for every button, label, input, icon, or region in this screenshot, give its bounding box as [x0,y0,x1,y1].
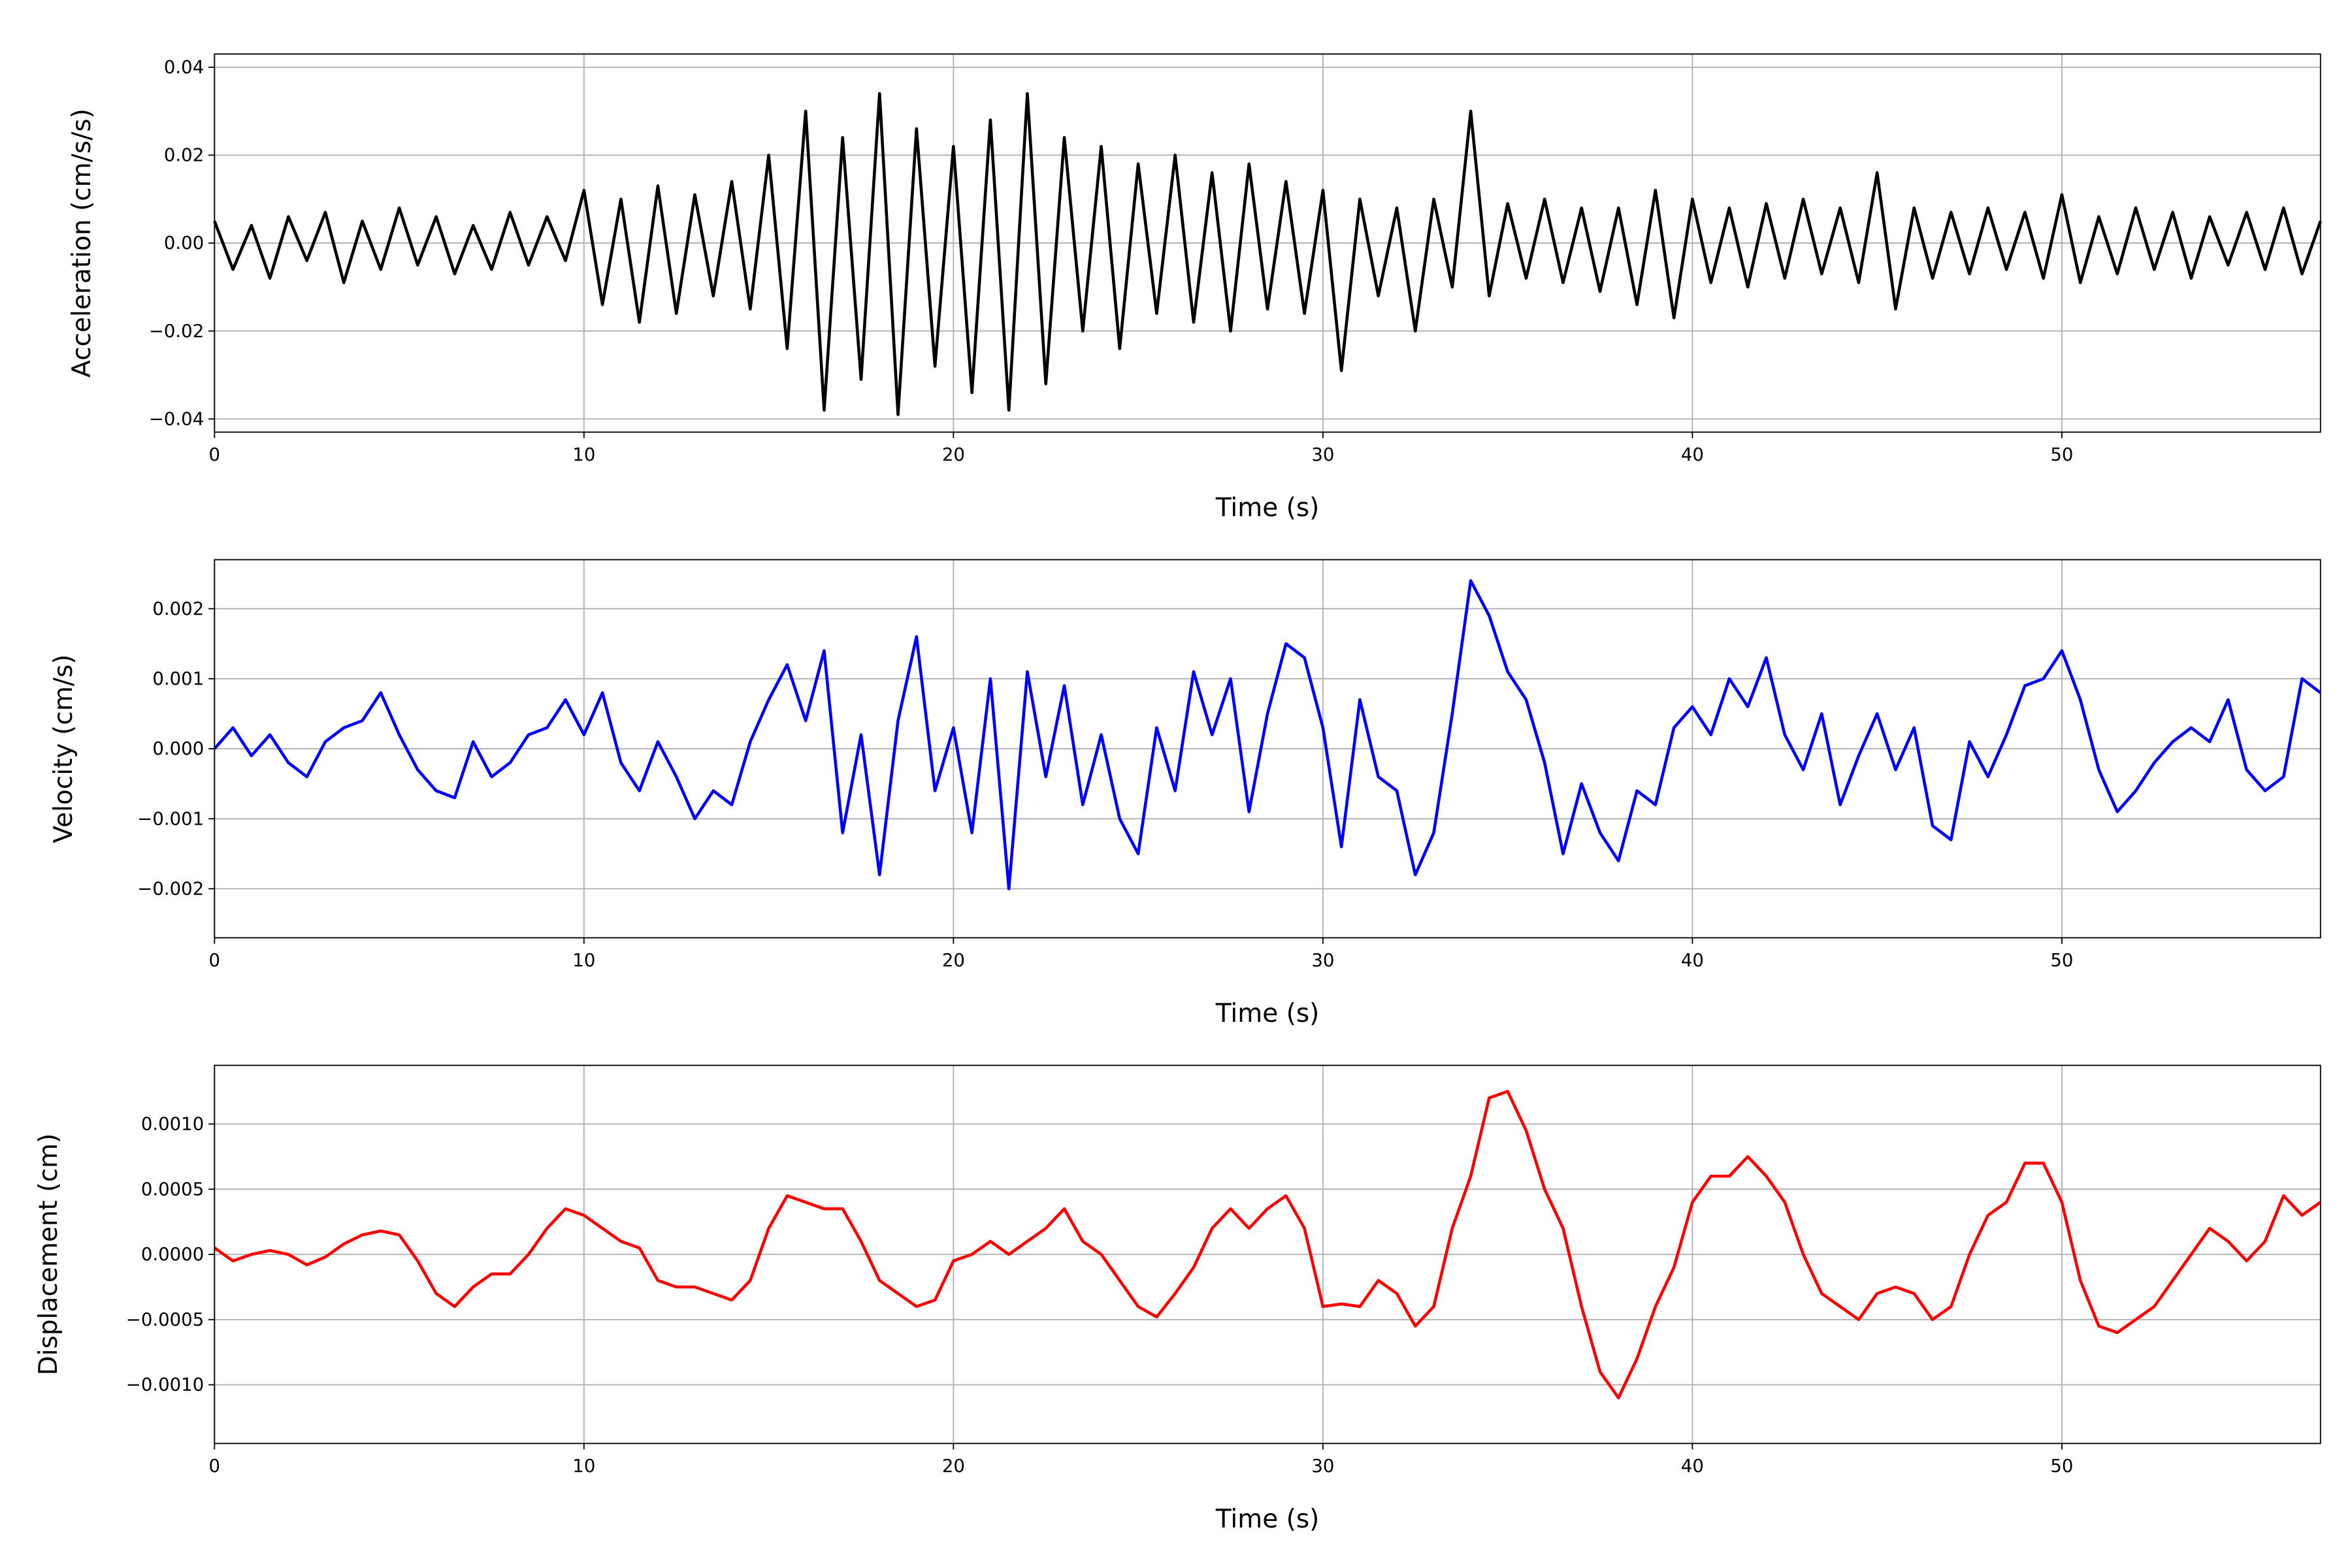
x-tick-label: 30 [1311,950,1334,971]
y-tick-label: −0.02 [149,321,204,342]
y-tick-label: 0.000 [152,738,204,759]
y-axis-label: Displacement (cm) [34,1134,63,1376]
x-tick-label: 0 [209,1456,221,1477]
x-tick-label: 50 [2050,444,2073,465]
y-tick-label: 0.00 [164,233,204,253]
y-tick-label: 0.04 [164,57,204,78]
axes-frame [214,559,2321,939]
data-line [213,91,2322,416]
x-axis-label: Time (s) [1215,1505,1320,1534]
x-tick-label: 50 [2050,1456,2073,1477]
y-tick-label: −0.04 [149,408,204,429]
x-tick-label: 40 [1681,950,1704,971]
y-tick-label: −0.0005 [126,1309,204,1330]
x-tick-label: 20 [942,950,965,971]
y-tick-label: 0.0000 [141,1244,204,1265]
y-tick-label: 0.0005 [141,1179,204,1200]
x-axis-label: Time (s) [1215,493,1320,523]
x-tick-label: 10 [572,950,595,971]
subplot: 0 10 20 30 40 50 −0.0010 −0.0005 0.0000 0.0005 0.0… [34,1064,2322,1534]
x-tick-label: 40 [1681,444,1704,465]
data-line [213,1090,2322,1399]
x-axis-label: Time (s) [1215,999,1320,1028]
y-tick-label: 0.001 [152,668,204,689]
x-tick-label: 30 [1311,1456,1334,1477]
subplot: 0 10 20 30 40 50 −0.002 −0.001 0.000 0.001 0.002 Ti… [49,559,2322,1028]
x-tick-label: 30 [1311,444,1334,465]
x-tick-label: 40 [1681,1456,1704,1477]
y-axis-label: Acceleration (cm/s/s) [67,108,97,378]
y-tick-label: 0.02 [164,145,204,166]
y-axis-label: Velocity (cm/s) [49,655,78,843]
x-tick-label: 20 [942,1456,965,1477]
subplot: 0 10 20 30 40 50 −0.04 −0.02 0.00 0.02 0.04 Time (s… [67,53,2322,523]
y-tick-label: −0.001 [137,808,204,829]
y-tick-label: −0.0010 [126,1375,204,1396]
x-tick-label: 50 [2050,950,2073,971]
y-tick-label: 0.0010 [141,1114,204,1135]
x-tick-label: 0 [209,950,221,971]
x-tick-label: 10 [572,1456,595,1477]
axes-frame [214,53,2321,433]
y-tick-label: 0.002 [152,598,204,619]
x-tick-label: 10 [572,444,595,465]
y-tick-label: −0.002 [137,879,204,900]
axes-frame [214,1064,2321,1445]
data-line [213,579,2322,890]
x-tick-label: 20 [942,444,965,465]
x-tick-label: 0 [209,444,221,465]
